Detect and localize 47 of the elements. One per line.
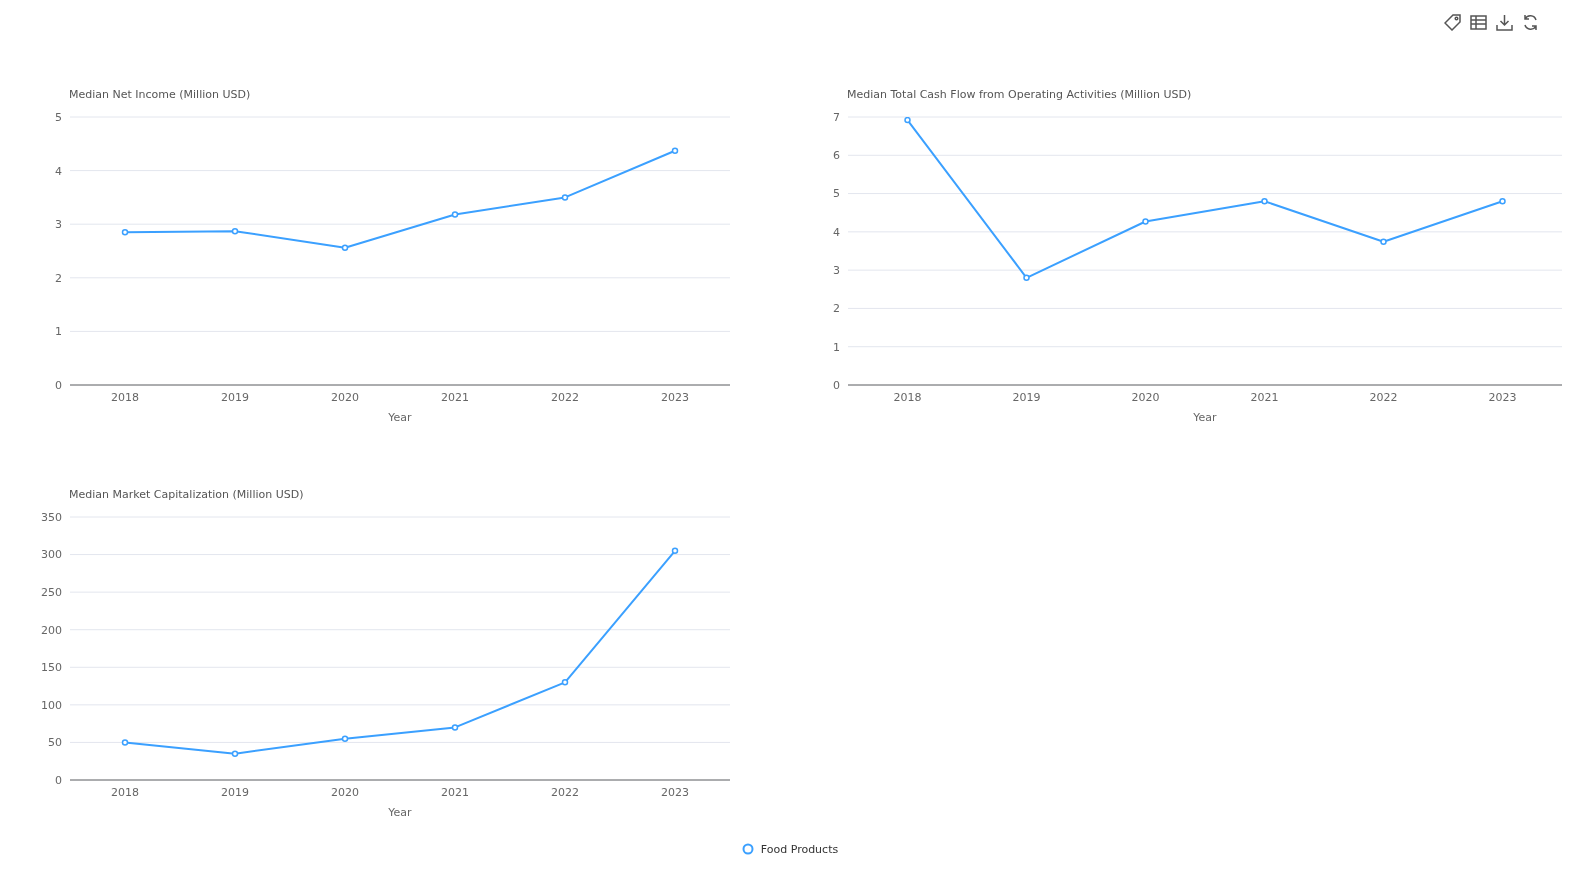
- y-axis-title: Median Market Capitalization (Million USD): [69, 488, 304, 501]
- y-tick-label: 7: [833, 110, 840, 124]
- y-tick-label: 0: [55, 773, 62, 787]
- x-tick-label: 2023: [1488, 390, 1517, 404]
- x-tick-label: 2020: [1131, 390, 1160, 404]
- y-tick-label: 2: [55, 271, 62, 285]
- x-tick-label: 2020: [331, 390, 359, 404]
- x-axis-title: Year: [1192, 411, 1218, 424]
- x-tick-label: 2021: [441, 785, 469, 799]
- x-tick-label: 2018: [111, 785, 139, 799]
- y-tick-label: 2: [833, 302, 840, 316]
- y-tick-label: 4: [55, 164, 62, 178]
- x-tick-label: 2019: [221, 390, 249, 404]
- x-tick-label: 2021: [441, 390, 469, 404]
- y-tick-label: 4: [833, 225, 840, 239]
- y-tick-label: 150: [41, 661, 62, 675]
- y-axis-title: Median Total Cash Flow from Operating Activities (Million USD): [847, 88, 1192, 101]
- x-tick-label: 2021: [1250, 390, 1279, 404]
- y-tick-label: 200: [41, 623, 62, 637]
- y-axis-title: Median Net Income (Million USD): [69, 88, 251, 101]
- y-tick-label: 250: [41, 586, 62, 600]
- y-tick-label: 1: [833, 340, 840, 354]
- y-tick-label: 50: [48, 736, 62, 750]
- y-tick-label: 6: [833, 149, 840, 163]
- y-tick-label: 300: [41, 548, 62, 562]
- x-tick-label: 2019: [1012, 390, 1041, 404]
- x-tick-label: 2018: [893, 390, 922, 404]
- x-tick-label: 2022: [551, 785, 579, 799]
- x-tick-label: 2020: [331, 785, 359, 799]
- x-axis-title: Year: [387, 411, 413, 424]
- y-tick-label: 100: [41, 698, 62, 712]
- legend-label: Food Products: [760, 842, 839, 856]
- y-tick-label: 0: [833, 378, 840, 392]
- x-tick-label: 2023: [661, 785, 689, 799]
- x-tick-label: 2019: [221, 785, 249, 799]
- x-tick-label: 2022: [1369, 390, 1398, 404]
- y-tick-label: 0: [55, 378, 62, 392]
- y-tick-label: 5: [833, 187, 840, 201]
- x-tick-label: 2023: [661, 390, 689, 404]
- y-tick-label: 3: [833, 264, 840, 278]
- y-tick-label: 5: [55, 110, 62, 124]
- y-tick-label: 350: [41, 510, 62, 524]
- x-tick-label: 2018: [111, 390, 139, 404]
- x-axis-title: Year: [387, 806, 413, 819]
- y-tick-label: 3: [55, 218, 62, 232]
- y-tick-label: 1: [55, 325, 62, 339]
- x-tick-label: 2022: [551, 390, 579, 404]
